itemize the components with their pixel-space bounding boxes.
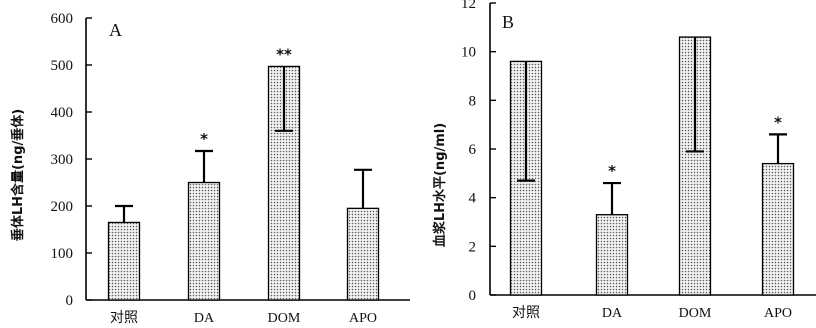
y-tick-label: 4 — [469, 191, 477, 207]
y-ticks-a: 0 100 200 300 400 500 600 — [51, 11, 92, 309]
bar — [107, 221, 141, 301]
y-tick-label: 200 — [51, 199, 74, 215]
y-axis-title-b: 血浆LH水平(ng/ml) — [432, 123, 448, 247]
panel-letter-a: A — [109, 20, 122, 40]
y-tick-label: 300 — [51, 152, 74, 168]
x-tick-label: 对照 — [512, 305, 540, 321]
bar — [678, 36, 712, 296]
bars-a: *** — [107, 45, 380, 301]
bar — [187, 181, 221, 301]
y-tick-label: 10 — [461, 45, 476, 61]
x-tick-label: APO — [349, 311, 377, 326]
panel-letter-b: B — [502, 12, 514, 32]
x-tick-label: DA — [602, 306, 623, 321]
y-tick-label: 400 — [51, 105, 74, 121]
bar — [761, 162, 795, 296]
y-tick-label: 12 — [461, 0, 476, 12]
y-tick-label: 0 — [66, 293, 74, 309]
significance-mark: * — [200, 130, 208, 148]
significance-mark: * — [608, 162, 616, 180]
y-tick-label: 2 — [469, 239, 477, 255]
y-tick-label: 500 — [51, 58, 74, 74]
x-tick-labels-a: 对照 DA DOM APO — [110, 310, 377, 326]
significance-mark: ** — [276, 45, 292, 63]
y-axis-title-a: 垂体LH含量(ng/垂体) — [10, 109, 26, 241]
x-tick-label: 对照 — [110, 310, 138, 326]
y-tick-label: 0 — [469, 288, 477, 304]
y-tick-label: 600 — [51, 11, 74, 27]
x-tick-label: DOM — [679, 306, 712, 321]
x-tick-label: DOM — [268, 311, 301, 326]
significance-mark: * — [774, 113, 782, 131]
y-tick-label: 8 — [469, 93, 477, 109]
y-ticks-b: 0 2 4 6 8 10 12 — [461, 0, 496, 304]
y-tick-label: 100 — [51, 246, 74, 262]
x-tick-labels-b: 对照 DA DOM APO — [512, 305, 792, 321]
bars-b: ** — [509, 36, 795, 296]
bar — [595, 214, 629, 296]
x-tick-label: DA — [194, 311, 215, 326]
y-tick-label: 6 — [469, 142, 477, 158]
x-tick-label: APO — [764, 306, 792, 321]
bar — [346, 207, 380, 301]
